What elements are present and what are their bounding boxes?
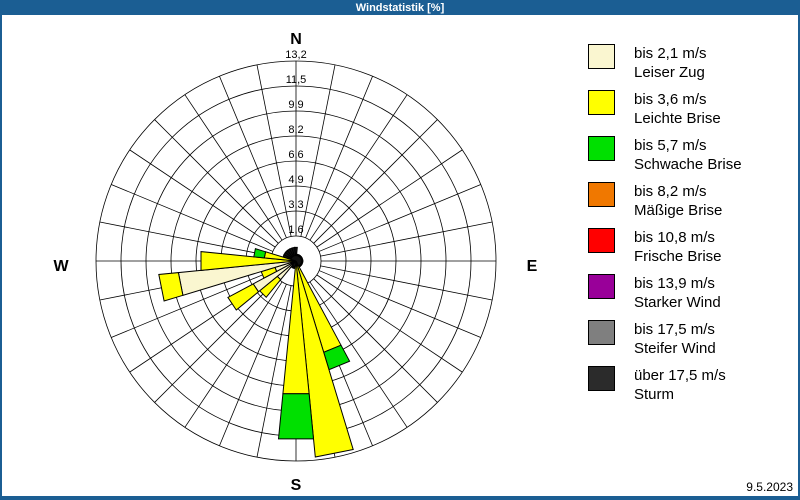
legend-swatch-schwache-brise bbox=[588, 136, 615, 161]
svg-text:13,2: 13,2 bbox=[285, 49, 306, 61]
date-label: 9.5.2023 bbox=[746, 480, 793, 494]
compass-east: E bbox=[527, 258, 538, 275]
svg-text:8,2: 8,2 bbox=[288, 124, 303, 136]
legend-speed: bis 13,9 m/s bbox=[634, 275, 715, 292]
legend-name: Schwache Brise bbox=[634, 156, 742, 173]
legend-name: Frische Brise bbox=[634, 248, 722, 265]
svg-text:1,6: 1,6 bbox=[288, 224, 303, 236]
legend-swatch-sturm bbox=[588, 366, 615, 391]
legend-swatch-maessige-brise bbox=[588, 182, 615, 207]
legend-swatch-frische-brise bbox=[588, 228, 615, 253]
svg-text:3,3: 3,3 bbox=[288, 199, 303, 211]
window-border-left bbox=[0, 0, 2, 500]
legend-name: Leiser Zug bbox=[634, 64, 705, 81]
legend-swatch-steifer-wind bbox=[588, 320, 615, 345]
legend-item-maessige-brise: bis 8,2 m/s Mäßige Brise bbox=[588, 182, 788, 220]
legend: bis 2,1 m/s Leiser Zug bis 3,6 m/s Leich… bbox=[588, 44, 788, 412]
window-border-bottom bbox=[0, 496, 800, 500]
legend-item-sturm: über 17,5 m/s Sturm bbox=[588, 366, 788, 404]
legend-item-leiser-zug: bis 2,1 m/s Leiser Zug bbox=[588, 44, 788, 82]
svg-text:9,9: 9,9 bbox=[288, 99, 303, 111]
legend-item-leichte-brise: bis 3,6 m/s Leichte Brise bbox=[588, 90, 788, 128]
calm-centre-spikes bbox=[282, 246, 304, 270]
legend-name: Starker Wind bbox=[634, 294, 721, 311]
legend-name: Mäßige Brise bbox=[634, 202, 723, 219]
compass-south: S bbox=[291, 477, 302, 494]
radial-axis-labels: 1,6 3,3 4,9 6,6 8,2 9,9 11,5 13,2 bbox=[285, 49, 306, 236]
compass-north: N bbox=[290, 31, 302, 48]
legend-item-steifer-wind: bis 17,5 m/s Steifer Wind bbox=[588, 320, 788, 358]
legend-speed: bis 8,2 m/s bbox=[634, 183, 707, 200]
legend-swatch-starker-wind bbox=[588, 274, 615, 299]
compass-labels: N S W E bbox=[53, 31, 537, 494]
svg-text:4,9: 4,9 bbox=[288, 174, 303, 186]
legend-speed: bis 3,6 m/s bbox=[634, 91, 707, 108]
legend-name: Sturm bbox=[634, 386, 675, 403]
legend-speed: bis 5,7 m/s bbox=[634, 137, 707, 154]
legend-item-schwache-brise: bis 5,7 m/s Schwache Brise bbox=[588, 136, 788, 174]
compass-west: W bbox=[53, 258, 69, 275]
title-bar[interactable]: Windstatistik [%] bbox=[0, 0, 800, 15]
windrose-petals bbox=[158, 248, 354, 458]
legend-name: Leichte Brise bbox=[634, 110, 721, 127]
legend-item-frische-brise: bis 10,8 m/s Frische Brise bbox=[588, 228, 788, 266]
window-border-right bbox=[798, 0, 800, 500]
legend-speed: über 17,5 m/s bbox=[634, 367, 726, 384]
svg-text:11,5: 11,5 bbox=[286, 74, 307, 86]
legend-speed: bis 10,8 m/s bbox=[634, 229, 715, 246]
legend-swatch-leichte-brise bbox=[588, 90, 615, 115]
window-title: Windstatistik [%] bbox=[355, 1, 445, 14]
legend-item-starker-wind: bis 13,9 m/s Starker Wind bbox=[588, 274, 788, 312]
legend-name: Steifer Wind bbox=[634, 340, 716, 357]
legend-speed: bis 17,5 m/s bbox=[634, 321, 715, 338]
legend-swatch-leiser-zug bbox=[588, 44, 615, 69]
legend-speed: bis 2,1 m/s bbox=[634, 45, 707, 62]
svg-text:6,6: 6,6 bbox=[288, 149, 303, 161]
